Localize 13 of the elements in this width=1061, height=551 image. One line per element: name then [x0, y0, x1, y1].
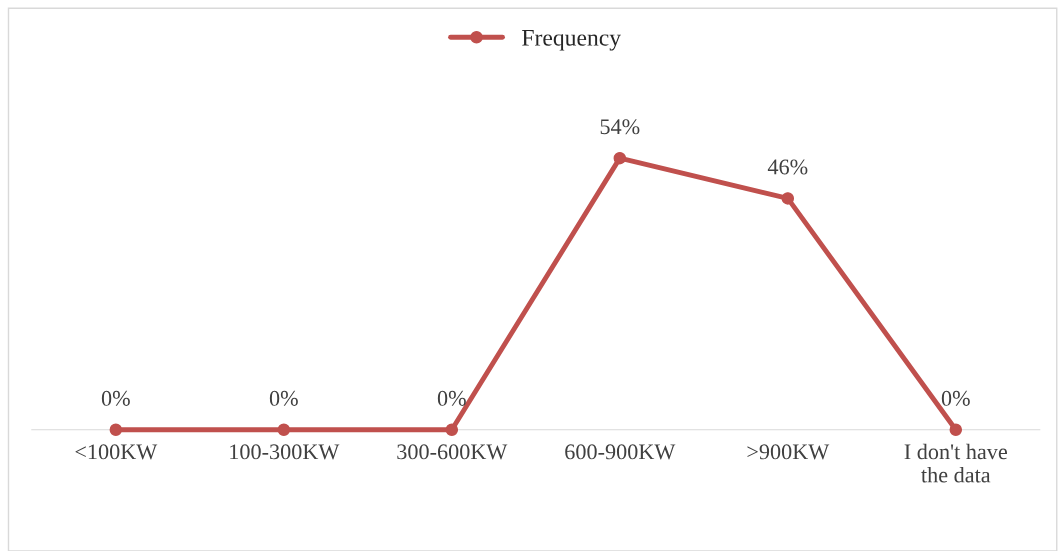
data-label: 54% [600, 119, 640, 135]
data-label: 0% [437, 390, 466, 406]
data-label: 0% [269, 390, 298, 406]
x-tick-label: 300-600KW [397, 444, 508, 460]
data-label: 46% [767, 159, 808, 175]
legend-label: Frequency [522, 30, 621, 51]
x-tick-label: I don't have the data [904, 443, 1007, 483]
data-label: 0% [941, 390, 970, 406]
x-tick-label: <100KW [75, 444, 158, 460]
x-tick-label: 100-300KW [230, 444, 340, 460]
data-label: 0% [101, 390, 130, 406]
x-tick-label: >900KW [747, 444, 830, 460]
x-tick-label: 600-900KW [565, 444, 676, 460]
